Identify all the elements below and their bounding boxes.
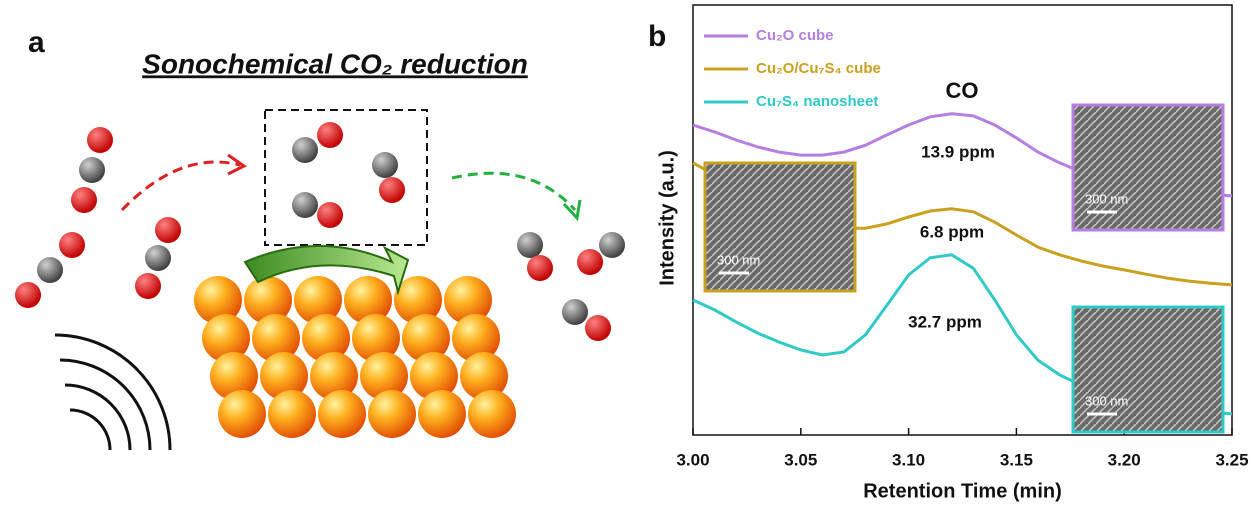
scale-bar-label: 300 nm — [1085, 393, 1128, 408]
x-tick-label: 3.05 — [784, 450, 817, 469]
atom — [135, 273, 161, 299]
atom — [517, 232, 543, 258]
scale-bar-label: 300 nm — [717, 252, 760, 267]
x-tick-label: 3.20 — [1108, 450, 1141, 469]
atom — [317, 122, 343, 148]
atom — [87, 127, 113, 153]
ultrasound — [55, 335, 170, 450]
panel-a: a Sonochemical CO₂ reduction — [15, 26, 625, 450]
atom — [527, 255, 553, 281]
atom — [268, 390, 316, 438]
arrow-head — [564, 200, 580, 218]
figure: a Sonochemical CO₂ reduction 3.00 3.05 3.1… — [0, 0, 1254, 506]
annotation: CO — [946, 78, 979, 103]
atom — [59, 232, 85, 258]
reaction-box — [265, 110, 427, 245]
atom — [577, 249, 603, 275]
peak-label: 6.8 ppm — [920, 222, 984, 241]
atom — [218, 390, 266, 438]
atom — [585, 315, 611, 341]
atom — [155, 217, 181, 243]
y-axis-label: Intensity (a.u.) — [656, 150, 678, 286]
atom — [292, 137, 318, 163]
x-tick-label: 3.10 — [892, 450, 925, 469]
atom — [37, 257, 63, 283]
panel-label: b — [648, 20, 666, 53]
atom — [318, 390, 366, 438]
x-tick-label: 3.25 — [1215, 450, 1248, 469]
legend-label: Cu₂O/Cu₇S₄ cube — [756, 60, 881, 77]
panel-label: a — [28, 26, 45, 59]
atom — [599, 232, 625, 258]
atom — [372, 152, 398, 178]
atom — [368, 390, 416, 438]
x-axis-label: Retention Time (min) — [863, 480, 1062, 502]
scale-bar-label: 300 nm — [1085, 191, 1128, 206]
atom — [468, 390, 516, 438]
atom — [418, 390, 466, 438]
legend-label: Cu₇S₄ nanosheet — [756, 93, 878, 110]
atom — [79, 157, 105, 183]
atom — [15, 282, 41, 308]
arrow — [452, 173, 575, 210]
arrow — [122, 162, 240, 210]
atom — [145, 245, 171, 271]
peak-label: 13.9 ppm — [921, 142, 995, 161]
panel-b: 3.00 3.05 3.10 3.15 3.20 3.25 Retention Time (… — [648, 5, 1249, 502]
panel-title: Sonochemical CO₂ reduction — [142, 48, 528, 79]
legend-label: Cu₂O cube — [756, 27, 834, 44]
atom — [71, 187, 97, 213]
atom — [292, 192, 318, 218]
atom — [562, 299, 588, 325]
x-tick-label: 3.15 — [1000, 450, 1033, 469]
atom — [317, 202, 343, 228]
atom — [379, 177, 405, 203]
catalyst — [194, 276, 516, 438]
peak-label: 32.7 ppm — [908, 312, 982, 331]
x-tick-label: 3.00 — [676, 450, 709, 469]
